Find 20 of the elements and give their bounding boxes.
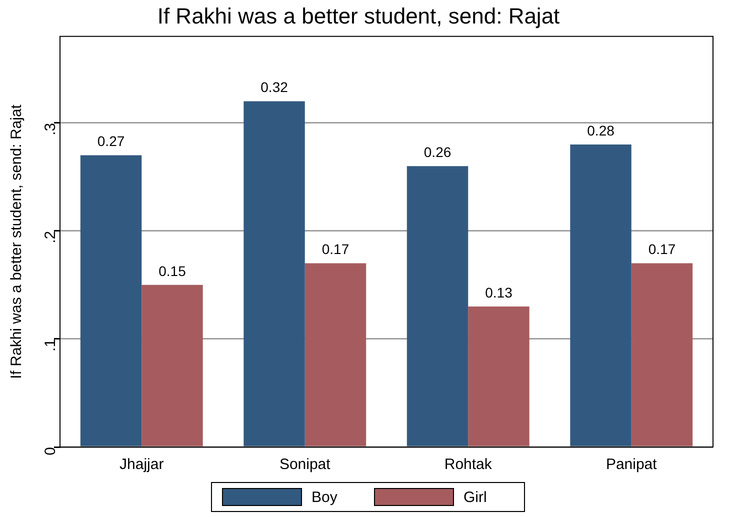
data-label: 0.17 — [322, 241, 350, 258]
y-tick-label: .1 — [42, 338, 60, 352]
data-label: 0.13 — [485, 284, 513, 300]
y-axis-title: If Rakhi was a better student, send: Rajat — [8, 104, 26, 379]
x-tick-label: Rohtak — [444, 456, 492, 474]
data-label: 0.15 — [158, 262, 186, 279]
data-label: 0.32 — [260, 79, 288, 96]
data-label: 0.26 — [424, 144, 452, 160]
y-tick-label: .3 — [42, 122, 60, 136]
y-tick-label: .2 — [42, 230, 60, 244]
data-label: 0.27 — [97, 133, 125, 150]
text: Boy — [312, 488, 338, 506]
x-tick-label: Panipat — [606, 456, 658, 474]
text: Girl — [464, 488, 488, 506]
data-label: 0.28 — [587, 122, 615, 138]
x-tick-label: Jhajjar — [120, 456, 164, 474]
x-tick-label: Sonipat — [279, 456, 332, 474]
chart-title: If Rakhi was a better student, send: Rajat — [157, 3, 560, 28]
y-tick-label: 0 — [42, 447, 60, 456]
data-label: 0.17 — [648, 241, 676, 258]
